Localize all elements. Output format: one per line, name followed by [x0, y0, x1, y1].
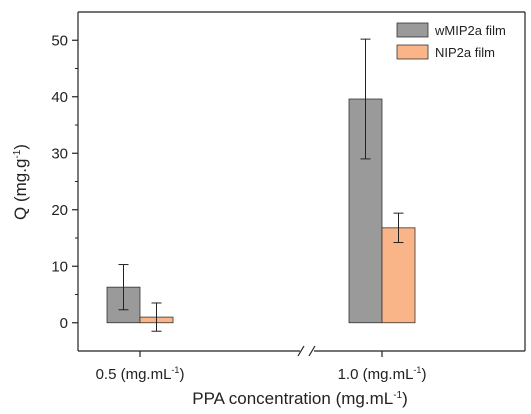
legend-swatch-nip2a: [396, 44, 429, 60]
x-tick-label: 0.5 (mg.mL-1): [96, 365, 185, 383]
y-tick-label: 30: [51, 145, 68, 162]
x-tick-label-end: ): [421, 366, 426, 383]
axis-break-mark: [297, 345, 316, 357]
bars: [106, 38, 416, 332]
y-tick-label: 50: [51, 32, 68, 49]
x-tick-label-end: ): [179, 366, 184, 383]
axis-break-slash-right: [308, 345, 316, 357]
y-tick-label: 10: [51, 258, 68, 275]
y-axis-label: Q (mg.g-1): [11, 144, 30, 220]
legend: wMIP2a film NIP2a film: [396, 22, 506, 60]
x-tick-label-sup: -1: [413, 365, 421, 375]
legend-label-nip2a: NIP2a film: [435, 45, 495, 60]
axis-break-gap: [300, 346, 314, 356]
x-tick-label: 1.0 (mg.mL-1): [338, 365, 427, 383]
y-tick-label: 40: [51, 89, 68, 106]
bar-nip2a-1: [381, 227, 416, 324]
plot-frame: [77, 11, 526, 357]
x-tick-label-main: 1.0 (mg.mL: [338, 366, 414, 383]
y-tick-label: 20: [51, 202, 68, 219]
x-tick-label-main: 0.5 (mg.mL: [96, 366, 172, 383]
y-axis-title: Q (mg.g-1): [11, 144, 30, 220]
legend-swatch-wmip2a: [396, 22, 429, 38]
axis-break-slash-left: [297, 345, 305, 357]
y-tick-label: 0: [60, 315, 68, 332]
x-ticks: 0.5 (mg.mL-1) 1.0 (mg.mL-1): [96, 351, 427, 383]
x-tick-label-sup: -1: [171, 365, 179, 375]
y-ticks: 0 10 20 30 40 50: [51, 32, 78, 332]
x-axis-label: PPA concentration (mg.mL-1): [192, 389, 408, 408]
legend-label-wmip2a: wMIP2a film: [434, 23, 506, 38]
